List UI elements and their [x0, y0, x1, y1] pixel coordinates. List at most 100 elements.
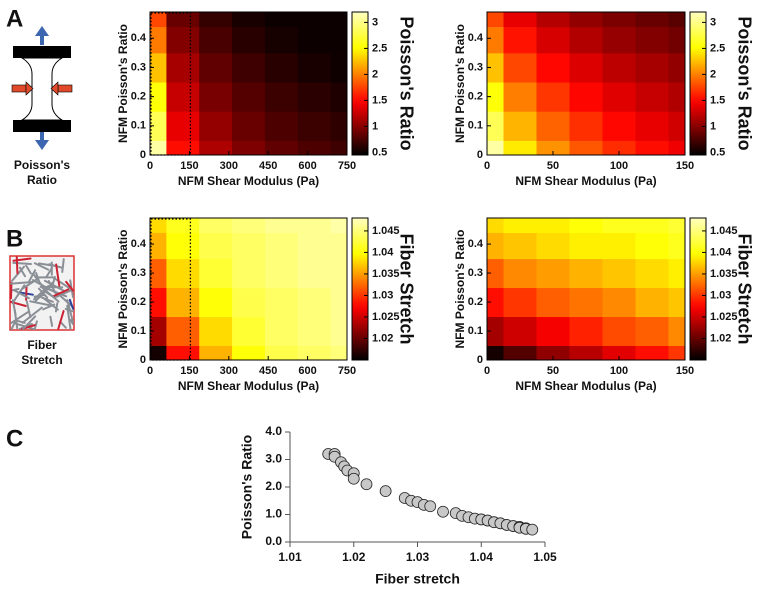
contour-cell [150, 26, 167, 54]
colorbar-tick-label: 3 [710, 16, 716, 28]
contour-cell [569, 111, 603, 141]
x-axis-label: Fiber stretch [375, 571, 460, 587]
contour-cell [150, 345, 167, 360]
contour-cell [668, 82, 685, 112]
contour-cell [150, 287, 167, 318]
contour-cell [166, 345, 200, 360]
contour-cell [602, 140, 636, 155]
specimen-icon [11, 26, 73, 150]
contour-cell [264, 111, 299, 141]
contour-cell [297, 140, 332, 155]
contour-cell [297, 345, 332, 360]
colorbar-tick-label: 1.5 [372, 94, 387, 106]
contour-cell [330, 218, 347, 233]
contour-cell [668, 52, 685, 83]
contour-cell [602, 316, 636, 347]
colorbar-tick-label: 2.5 [710, 42, 725, 54]
contour-cell [569, 287, 603, 318]
colorbar-tick-label: 1.04 [710, 246, 732, 258]
colorbar [351, 217, 369, 361]
y-axis-label: NFM Poisson's Ratio [453, 24, 467, 143]
contour-cell [150, 232, 167, 260]
y-tick-label: 1.0 [265, 507, 282, 521]
x-tick-label: 1.04 [470, 550, 494, 564]
contour-cell [264, 12, 299, 28]
contour-cell [232, 218, 266, 233]
contour-cell [199, 258, 233, 289]
contour-cell [503, 52, 537, 83]
y-axis-label: NFM Poisson's Ratio [453, 230, 467, 349]
contour-cell [150, 140, 167, 155]
heatmap [487, 218, 685, 360]
contour-cell [199, 345, 233, 360]
contour-cell [150, 82, 167, 112]
contour-cell [166, 82, 200, 112]
contour-cell [166, 111, 200, 141]
contour-cell [503, 218, 537, 233]
contour-cell [635, 26, 669, 54]
contour-cell [232, 232, 266, 260]
contour-cell [264, 258, 299, 289]
contour-cell [635, 345, 669, 360]
contour-cell [166, 258, 200, 289]
colorbar-tick-label: 1.02 [710, 332, 731, 344]
colorbar-tick-label: 1.5 [710, 94, 725, 106]
contour-cell [668, 345, 685, 360]
x-tick-label: 150 [180, 160, 198, 172]
contour-cell [569, 218, 603, 233]
icon-label: Fiber [27, 338, 57, 352]
x-tick-label: 300 [220, 160, 238, 172]
x-tick-label: 50 [547, 160, 559, 172]
panel-label: C [6, 425, 23, 452]
x-axis-label: NFM Shear Modulus (Pa) [178, 379, 319, 393]
y-tick-label: 0.4 [131, 238, 147, 250]
colorbar-tick-label: 0.5 [710, 146, 725, 158]
contour-cell [330, 232, 347, 260]
contour-cell [668, 12, 685, 28]
contour-cell [199, 140, 233, 155]
contour-cell [264, 316, 299, 347]
contour-cell [150, 316, 167, 347]
contour-cell [330, 111, 347, 141]
contour-cell [569, 140, 603, 155]
contour-cell [503, 258, 537, 289]
contour-cell [264, 82, 299, 112]
colorbar-tick-label: 2 [372, 68, 378, 80]
y-tick-label: 0.4 [468, 238, 484, 250]
contour-cell [569, 345, 603, 360]
contour-cell [297, 287, 332, 318]
scatter-point [526, 523, 539, 536]
contour-cell [199, 82, 233, 112]
x-tick-label: 150 [676, 365, 694, 377]
contour-cell [503, 316, 537, 347]
y-tick-label: 0.3 [468, 61, 483, 73]
contour-cell [602, 111, 636, 141]
contour-cell [536, 12, 570, 28]
zoom-box [150, 218, 192, 361]
contour-cell [297, 258, 332, 289]
contour-cell [487, 26, 504, 54]
y-tick-label: 0 [477, 354, 483, 366]
x-tick-label: 1.02 [342, 550, 366, 564]
contour-cell [232, 258, 266, 289]
contour-cell [602, 258, 636, 289]
contour-cell [487, 82, 504, 112]
y-axis-label: NFM Poisson's Ratio [116, 24, 130, 143]
y-tick-label: 0.2 [468, 91, 483, 103]
contour-cell [635, 258, 669, 289]
x-tick-label: 50 [547, 365, 559, 377]
y-tick-label: 3.0 [265, 452, 282, 466]
icon-label: Poisson's [14, 158, 71, 172]
y-tick-label: 0.4 [468, 32, 484, 44]
contour-cell [536, 26, 570, 54]
contour-cell [150, 258, 167, 289]
contour-cell [232, 12, 266, 28]
x-tick-label: 0 [484, 365, 490, 377]
colorbar-tick-label: 3 [372, 16, 378, 28]
contour-cell [503, 232, 537, 260]
contour-cell [668, 232, 685, 260]
contour-cell [668, 316, 685, 347]
colorbar-tick-label: 1 [710, 120, 716, 132]
contour-cell [166, 232, 200, 260]
contour-cell [297, 12, 332, 28]
